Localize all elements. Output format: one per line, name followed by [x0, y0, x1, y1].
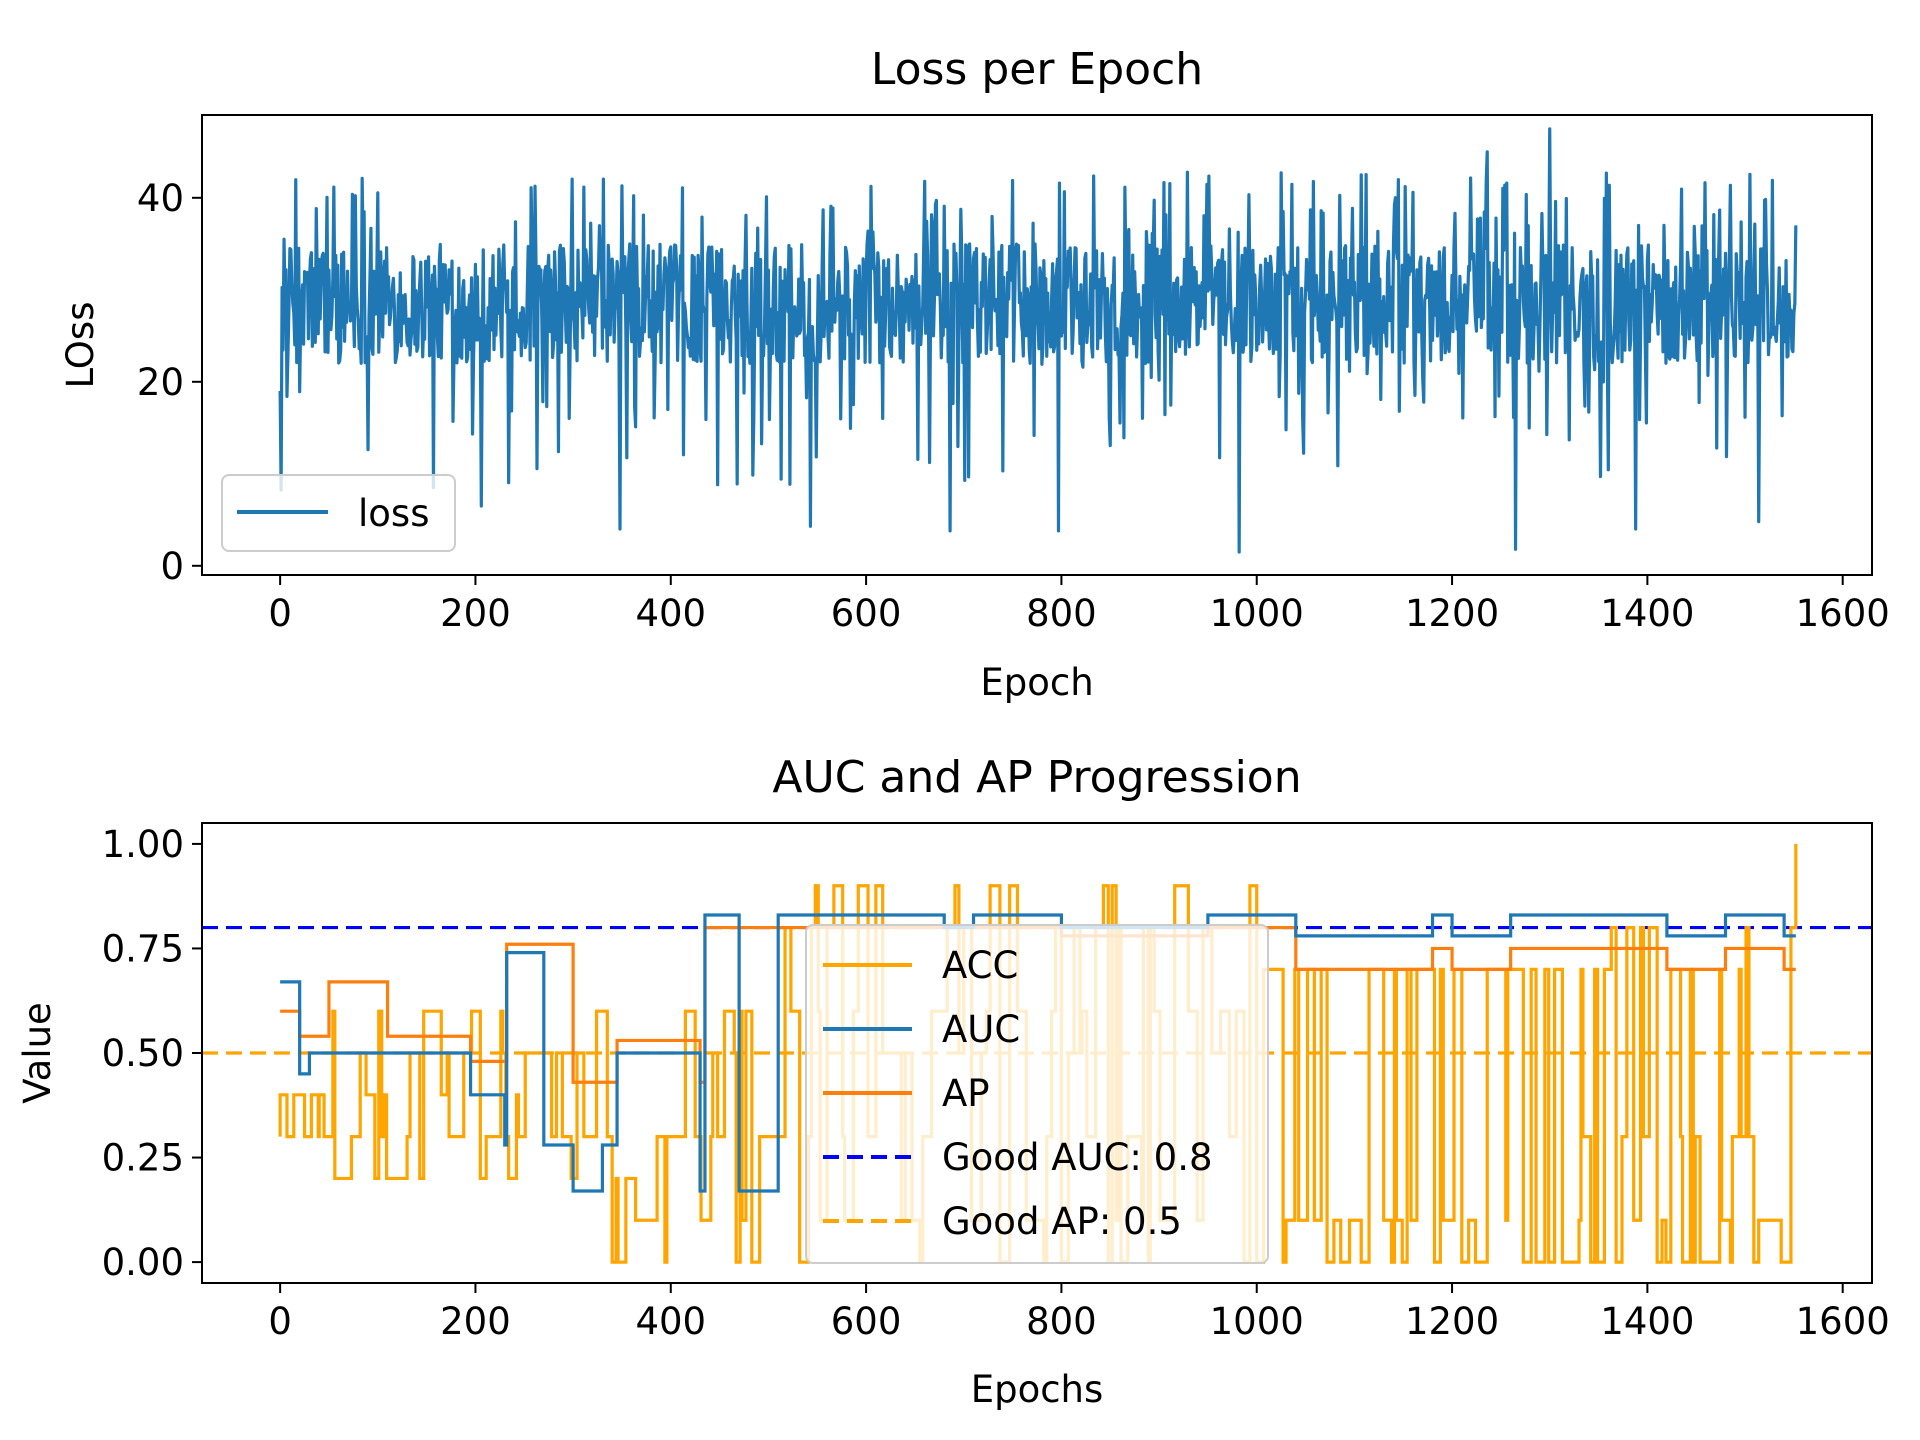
loss-legend: loss — [221, 474, 456, 552]
loss-x-tick-label: 800 — [1026, 592, 1097, 635]
loss-x-tick-label: 600 — [831, 592, 902, 635]
metrics-x-tick-label: 800 — [1026, 1300, 1097, 1343]
loss-y-tick-label: 0 — [160, 545, 184, 588]
metrics-legend: ACC AUC AP Good AUC: 0.8 Good AP: 0.5 — [805, 924, 1269, 1264]
loss-y-tick-label: 40 — [137, 177, 184, 220]
legend-label-ap: AP — [942, 1072, 990, 1115]
metrics-y-tick-label: 0.75 — [102, 927, 184, 970]
legend-label-good-ap: Good AP: 0.5 — [942, 1200, 1182, 1243]
loss-y-axis: 0 20 40 — [137, 177, 202, 588]
loss-x-axis-label: Epoch — [980, 661, 1093, 704]
metrics-x-tick-label: 1000 — [1210, 1300, 1304, 1343]
loss-series-line — [278, 127, 1798, 554]
legend-label-auc: AUC — [942, 1008, 1020, 1051]
auc-series-line — [280, 913, 1796, 1193]
loss-x-tick-label: 200 — [440, 592, 511, 635]
metrics-y-axis-label: Value — [16, 1002, 59, 1104]
metrics-x-axis-label: Epochs — [971, 1368, 1104, 1411]
loss-y-tick-label: 20 — [137, 361, 184, 404]
metrics-y-tick-label: 1.00 — [102, 823, 184, 866]
loss-x-tick-label: 0 — [268, 592, 292, 635]
loss-x-tick-label: 1200 — [1405, 592, 1499, 635]
loss-plot-area — [278, 127, 1798, 554]
metrics-chart-title: AUC and AP Progression — [772, 752, 1301, 803]
metrics-x-tick-label: 1400 — [1600, 1300, 1694, 1343]
loss-y-axis-label: LOss — [59, 302, 102, 389]
loss-legend-label: loss — [358, 492, 429, 535]
loss-chart: Loss per Epoch 0 200 400 600 800 1000 1200 1400… — [59, 44, 1890, 704]
metrics-y-tick-label: 0.25 — [102, 1137, 184, 1180]
loss-x-tick-label: 1000 — [1210, 592, 1304, 635]
legend-label-good-auc: Good AUC: 0.8 — [942, 1136, 1213, 1179]
metrics-legend-box — [805, 924, 1269, 1264]
metrics-x-axis: 0 200 400 600 800 1000 1200 1400 1600 — [268, 1283, 1890, 1343]
metrics-plot-area — [202, 843, 1872, 1264]
metrics-x-tick-label: 1600 — [1796, 1300, 1890, 1343]
loss-chart-title: Loss per Epoch — [871, 44, 1203, 95]
metrics-x-tick-label: 1200 — [1405, 1300, 1499, 1343]
loss-x-tick-label: 400 — [635, 592, 706, 635]
legend-label-acc: ACC — [942, 944, 1018, 987]
metrics-x-tick-label: 600 — [831, 1300, 902, 1343]
loss-x-axis: 0 200 400 600 800 1000 1200 1400 1600 — [268, 575, 1890, 635]
loss-x-tick-label: 1600 — [1796, 592, 1890, 635]
metrics-y-tick-label: 0.50 — [102, 1032, 184, 1075]
loss-legend-box — [221, 474, 456, 552]
metrics-y-axis: 0.00 0.25 0.50 0.75 1.00 — [102, 823, 202, 1284]
metrics-chart: AUC and AP Progression 0 200 400 600 800 1000… — [16, 752, 1890, 1411]
metrics-y-tick-label: 0.00 — [102, 1241, 184, 1284]
loss-plot-frame — [201, 114, 1873, 576]
metrics-x-tick-label: 0 — [268, 1300, 292, 1343]
metrics-x-tick-label: 200 — [440, 1300, 511, 1343]
metrics-x-tick-label: 400 — [635, 1300, 706, 1343]
loss-x-tick-label: 1400 — [1600, 592, 1694, 635]
